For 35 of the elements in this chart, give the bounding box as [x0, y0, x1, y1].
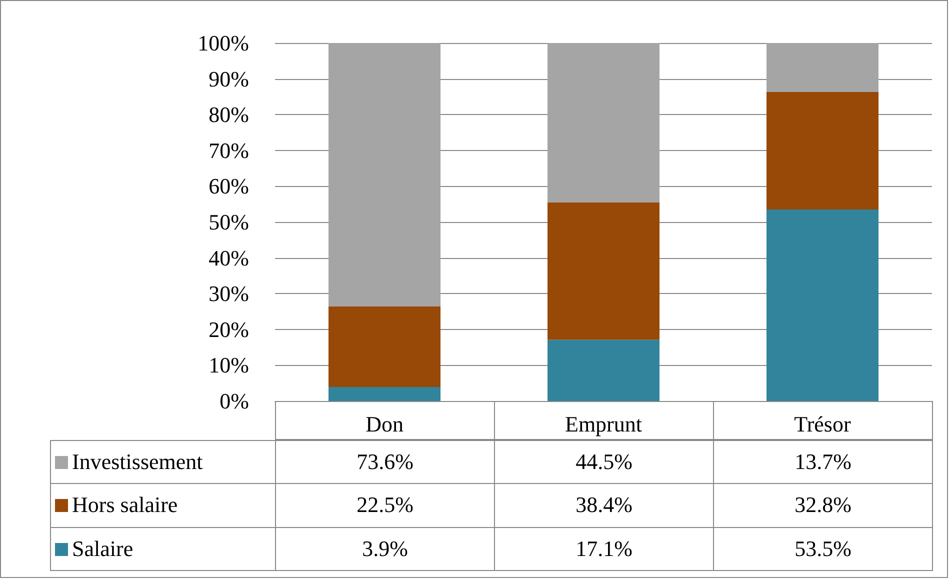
- data-label: 17.1%: [576, 536, 632, 562]
- y-tick-label: 70%: [208, 138, 249, 163]
- y-tick-label: 40%: [208, 245, 249, 270]
- bar: [766, 43, 878, 92]
- data-label: 3.9%: [362, 536, 408, 562]
- x-tick-label: Trésor: [794, 412, 852, 436]
- legend-label: Salaire: [72, 536, 134, 561]
- data-label: 53.5%: [794, 536, 852, 562]
- y-tick-label: 20%: [208, 316, 249, 342]
- bar: [548, 202, 660, 340]
- data-label: 13.7%: [794, 449, 852, 476]
- y-tick-label: 90%: [208, 66, 249, 92]
- legend-label: Investissement: [72, 449, 203, 474]
- x-tick-label: Don: [366, 412, 404, 436]
- bar: [328, 306, 440, 388]
- bar: [548, 43, 660, 202]
- legend-label: Hors salaire: [72, 492, 178, 518]
- y-tick-label: 0%: [220, 388, 249, 414]
- bar: [328, 43, 440, 306]
- y-tick-label: 50%: [208, 210, 249, 234]
- y-tick-label: 10%: [208, 352, 249, 378]
- data-label: 73.6%: [356, 449, 414, 476]
- bar: [548, 340, 660, 401]
- y-tick-label: 30%: [208, 281, 249, 306]
- y-tick-label: 60%: [208, 174, 249, 199]
- bar: [766, 209, 878, 401]
- y-tick-label: 80%: [208, 102, 249, 128]
- bar: [766, 92, 878, 210]
- bar: [328, 387, 440, 401]
- data-label: 32.8%: [794, 492, 852, 518]
- data-label: 44.5%: [576, 449, 632, 476]
- x-tick-label: Emprunt: [565, 412, 642, 436]
- data-label: 38.4%: [576, 492, 632, 518]
- data-label: 22.5%: [356, 492, 414, 518]
- y-tick-label: 100%: [198, 30, 249, 56]
